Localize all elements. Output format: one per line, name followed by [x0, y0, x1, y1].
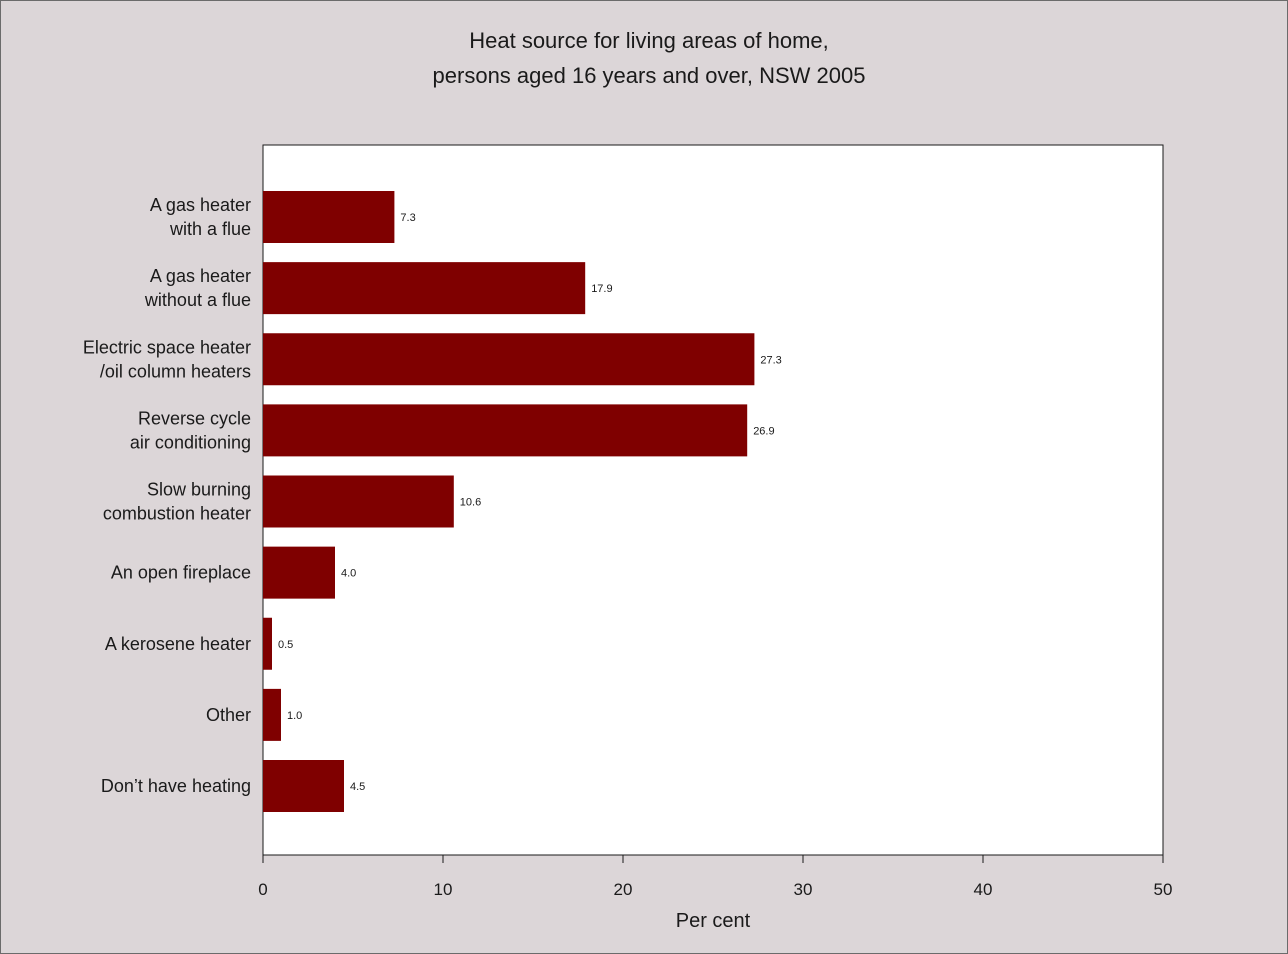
category-label-line: Don’t have heating	[101, 776, 251, 796]
category-label: Don’t have heating	[101, 776, 251, 796]
category-label: Electric space heater/oil column heaters	[83, 337, 251, 381]
category-label-line: combustion heater	[103, 504, 251, 524]
category-label-line: A kerosene heater	[105, 634, 251, 654]
category-label-line: Electric space heater	[83, 337, 251, 357]
x-tick-label: 50	[1154, 880, 1173, 899]
bar-value-label: 4.5	[350, 781, 365, 793]
bar	[263, 475, 454, 528]
category-label: Other	[206, 705, 251, 725]
bar	[263, 191, 395, 243]
bar-value-label: 0.5	[278, 639, 293, 651]
category-label-line: with a flue	[169, 219, 251, 239]
category-label-line: /oil column heaters	[100, 361, 251, 381]
bar	[263, 617, 272, 670]
bar	[263, 546, 335, 599]
bar	[263, 333, 755, 386]
bars-group	[263, 191, 755, 812]
category-label: Reverse cycle air conditioning	[130, 408, 251, 452]
category-label-line: An open fireplace	[111, 563, 251, 583]
x-tick-label: 20	[614, 880, 633, 899]
x-axis-ticks-group: 0 10 20 30 40 50	[258, 855, 1172, 899]
category-label-line: without a flue	[144, 290, 251, 310]
category-label-line: air conditioning	[130, 432, 251, 452]
category-label: An open fireplace	[111, 563, 251, 583]
chart-title-line-1: Heat source for living areas of home,	[469, 28, 829, 53]
bar-value-label: 10.6	[460, 497, 481, 509]
bar-value-label: 27.3	[760, 354, 781, 366]
bar	[263, 688, 281, 741]
value-labels-group: 7.3 17.9 27.3 26.9 10.6 4.0 0.5 1.0 4.5	[278, 212, 782, 793]
x-tick-label: 0	[258, 880, 267, 899]
category-label: Slow burning combustion heater	[103, 480, 251, 524]
bar	[263, 404, 748, 457]
category-label: A kerosene heater	[105, 634, 251, 654]
bar-value-label: 17.9	[591, 283, 612, 295]
bar-value-label: 26.9	[753, 425, 774, 437]
category-label: A gas heater without a flue	[144, 266, 251, 310]
x-tick-label: 10	[434, 880, 453, 899]
x-tick-label: 40	[974, 880, 993, 899]
category-label-line: Slow burning	[147, 480, 251, 500]
bar-value-label: 1.0	[287, 710, 302, 722]
category-label-line: A gas heater	[150, 266, 251, 286]
bar-value-label: 7.3	[400, 212, 415, 224]
category-label-line: A gas heater	[150, 195, 251, 215]
bar	[263, 262, 586, 315]
bar	[263, 760, 344, 812]
category-label-line: Other	[206, 705, 251, 725]
category-labels-group: A gas heater with a flue A gas heater witho…	[83, 195, 251, 796]
category-label: A gas heater with a flue	[150, 195, 251, 239]
bar-value-label: 4.0	[341, 568, 356, 580]
category-label-line: Reverse cycle	[138, 408, 251, 428]
x-axis-title: Per cent	[676, 910, 751, 932]
x-tick-label: 30	[794, 880, 813, 899]
chart-title-line-2: persons aged 16 years and over, NSW 2005	[433, 63, 866, 88]
